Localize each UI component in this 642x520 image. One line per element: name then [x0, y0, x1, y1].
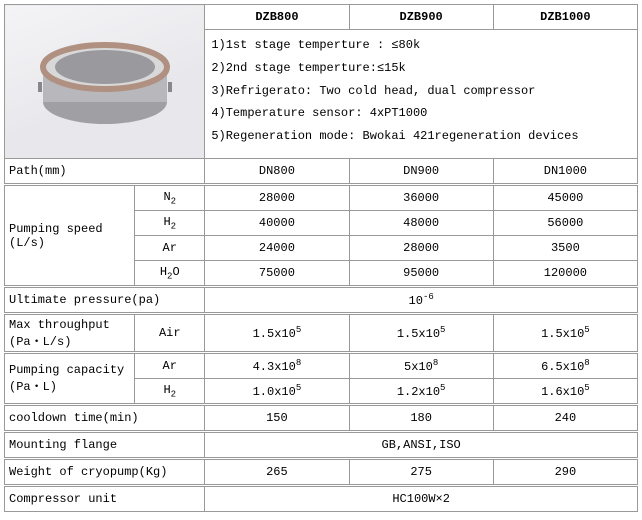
- spec-line: 2)2nd stage temperture:≤15k: [211, 57, 631, 80]
- row-label: Pumping capacity (Pa・L): [5, 353, 135, 405]
- gas-cell: H2: [135, 379, 205, 405]
- table-row: Path(mm) DN800 DN900 DN1000: [5, 159, 638, 185]
- cell: 1.0x105: [205, 379, 349, 405]
- cell: 1.5x105: [493, 314, 637, 353]
- spec-line: 5)Regeneration mode: Bwokai 421regenerat…: [211, 125, 631, 148]
- gas-cell: Ar: [135, 353, 205, 379]
- cell: 48000: [349, 211, 493, 236]
- spec-list: 1)1st stage temperture : ≤80k 2)2nd stag…: [205, 30, 638, 159]
- cell: DN1000: [493, 159, 637, 185]
- model-header: DZB900: [349, 5, 493, 30]
- cell: 3500: [493, 236, 637, 261]
- cell: 56000: [493, 211, 637, 236]
- row-label: Mounting flange: [5, 432, 205, 459]
- cell: 1.2x105: [349, 379, 493, 405]
- row-label: Path(mm): [5, 159, 205, 185]
- gas-cell: N2: [135, 185, 205, 211]
- cell: 6.5x108: [493, 353, 637, 379]
- cell: DN900: [349, 159, 493, 185]
- cell: 40000: [205, 211, 349, 236]
- spec-line: 1)1st stage temperture : ≤80k: [211, 34, 631, 57]
- cell: 28000: [349, 236, 493, 261]
- cell: DN800: [205, 159, 349, 185]
- table-row: cooldown time(min) 150 180 240: [5, 405, 638, 432]
- cell: 150: [205, 405, 349, 432]
- cell: 10-6: [205, 287, 638, 314]
- cell: 36000: [349, 185, 493, 211]
- cell: 120000: [493, 261, 637, 287]
- row-label: cooldown time(min): [5, 405, 205, 432]
- table-row: Weight of cryopump(Kg) 265 275 290: [5, 459, 638, 486]
- cell: 75000: [205, 261, 349, 287]
- spec-table: DZB800 DZB900 DZB1000 1)1st stage temper…: [4, 4, 638, 512]
- cell: 1.5x105: [205, 314, 349, 353]
- model-header: DZB800: [205, 5, 349, 30]
- cell: 290: [493, 459, 637, 486]
- product-image: [5, 5, 205, 159]
- table-row: Mounting flange GB,ANSI,ISO: [5, 432, 638, 459]
- gas-cell: Air: [135, 314, 205, 353]
- cell: 240: [493, 405, 637, 432]
- spec-line: 4)Temperature sensor: 4xPT1000: [211, 102, 631, 125]
- table-row: Compressor unit HC100W×2: [5, 486, 638, 512]
- cell: GB,ANSI,ISO: [205, 432, 638, 459]
- cell: 28000: [205, 185, 349, 211]
- gas-cell: H2O: [135, 261, 205, 287]
- cryopump-illustration: [20, 22, 190, 142]
- row-label: Weight of cryopump(Kg): [5, 459, 205, 486]
- spec-line: 3)Refrigerato: Two cold head, dual compr…: [211, 80, 631, 103]
- row-label: Max throughput (Pa・L/s): [5, 314, 135, 353]
- row-label: Compressor unit: [5, 486, 205, 512]
- table-row: Ultimate pressure(pa) 10-6: [5, 287, 638, 314]
- row-label: Ultimate pressure(pa): [5, 287, 205, 314]
- cell: 4.3x108: [205, 353, 349, 379]
- gas-cell: H2: [135, 211, 205, 236]
- cell: 265: [205, 459, 349, 486]
- cell: 180: [349, 405, 493, 432]
- gas-cell: Ar: [135, 236, 205, 261]
- cell: HC100W×2: [205, 486, 638, 512]
- cell: 45000: [493, 185, 637, 211]
- table-row: Max throughput (Pa・L/s) Air 1.5x105 1.5x…: [5, 314, 638, 353]
- cell: 5x108: [349, 353, 493, 379]
- table-row: Pumping capacity (Pa・L) Ar 4.3x108 5x108…: [5, 353, 638, 379]
- cell: 1.6x105: [493, 379, 637, 405]
- cell: 275: [349, 459, 493, 486]
- cell: 1.5x105: [349, 314, 493, 353]
- table-row: Pumping speed (L/s) N2 28000 36000 45000: [5, 185, 638, 211]
- row-label: Pumping speed (L/s): [5, 185, 135, 287]
- cell: 24000: [205, 236, 349, 261]
- model-header: DZB1000: [493, 5, 637, 30]
- cell: 95000: [349, 261, 493, 287]
